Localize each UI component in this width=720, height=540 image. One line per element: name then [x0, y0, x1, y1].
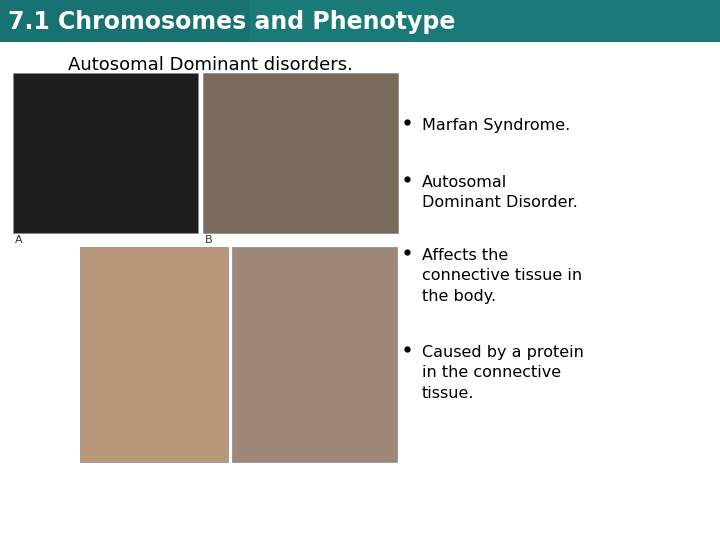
Text: Affects the
connective tissue in
the body.: Affects the connective tissue in the bod… [422, 248, 582, 304]
FancyBboxPatch shape [203, 73, 398, 233]
FancyBboxPatch shape [13, 73, 198, 233]
FancyBboxPatch shape [232, 247, 397, 462]
FancyBboxPatch shape [80, 247, 228, 462]
Text: Autosomal
Dominant Disorder.: Autosomal Dominant Disorder. [422, 175, 578, 211]
Text: A: A [15, 235, 22, 245]
Text: Marfan Syndrome.: Marfan Syndrome. [422, 118, 570, 133]
Text: 7.1 Chromosomes and Phenotype: 7.1 Chromosomes and Phenotype [8, 10, 455, 34]
FancyBboxPatch shape [0, 0, 250, 42]
Text: B: B [205, 235, 212, 245]
Text: Autosomal Dominant disorders.: Autosomal Dominant disorders. [68, 56, 352, 74]
FancyBboxPatch shape [0, 0, 720, 42]
Text: Caused by a protein
in the connective
tissue.: Caused by a protein in the connective ti… [422, 345, 584, 401]
